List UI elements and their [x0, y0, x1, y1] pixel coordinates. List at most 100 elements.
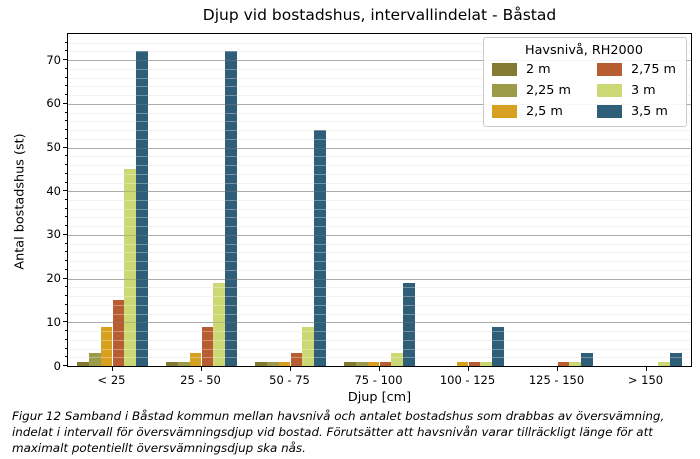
bar-3m-125-150 [569, 361, 582, 366]
y-minor-tick-mark [64, 286, 67, 288]
y-minor-tick-mark [64, 268, 67, 270]
y-minor-tick-mark [64, 120, 67, 122]
gridline-minor-overlay [68, 269, 691, 271]
gridline-minor-overlay [68, 51, 691, 53]
bar-25m-50-75 [278, 361, 291, 366]
y-tick-label: 50 [46, 140, 61, 155]
bar-35m-50-75 [314, 130, 327, 366]
legend-item: 3 m [596, 83, 676, 98]
x-tick-mark [200, 367, 202, 371]
bar-2m-75-100 [343, 361, 356, 366]
legend: Havsnivå, RH2000 2 m 2,25 m 2,5 m 2,75 m 3 m… [482, 37, 687, 127]
bar-25m-25 [100, 326, 113, 366]
bar-2m-50-75 [254, 361, 267, 366]
gridline-minor-overlay [68, 304, 691, 306]
y-tick-mark [63, 146, 67, 148]
gridline-minor [68, 252, 691, 254]
bar-225m-25-50 [177, 361, 190, 366]
bar-225m-75-100 [355, 361, 368, 366]
figure-caption: Figur 12 Samband i Båstad kommun mellan … [12, 409, 665, 455]
bar-2m-25 [76, 361, 89, 366]
gridline-major-overlay [68, 60, 691, 62]
gridline-minor [68, 348, 691, 350]
x-tick-mark [556, 367, 558, 371]
y-minor-tick-mark [64, 303, 67, 305]
bar-3m-75-100 [391, 352, 404, 366]
y-tick-label: 30 [46, 227, 61, 242]
bar-3m-50-75 [302, 326, 315, 366]
legend-item: 2,25 m [491, 83, 571, 98]
bar-25m-25-50 [189, 352, 202, 366]
gridline-minor-overlay [68, 165, 691, 167]
gridline-major-overlay [68, 147, 691, 149]
bar-275m-100-125 [468, 361, 481, 366]
gridline-minor-overlay [68, 217, 691, 219]
gridline-major [68, 322, 691, 324]
y-minor-tick-mark [64, 85, 67, 87]
y-minor-tick-mark [64, 338, 67, 340]
y-minor-tick-mark [64, 295, 67, 297]
gridline-minor-overlay [68, 156, 691, 158]
y-tick-mark [63, 233, 67, 235]
y-tick-mark [63, 365, 67, 366]
gridline-minor [68, 269, 691, 271]
gridline-minor [68, 287, 691, 289]
x-tick-mark [111, 367, 113, 371]
gridline-major [68, 191, 691, 193]
x-tick-mark [378, 367, 380, 371]
gridline-minor [68, 208, 691, 210]
bar-35m-150 [670, 352, 683, 366]
gridline-major-overlay [68, 322, 691, 324]
y-minor-tick-mark [64, 94, 67, 96]
gridline-minor [68, 42, 691, 44]
gridline-minor [68, 331, 691, 333]
x-tick-label: 75 - 100 [354, 373, 403, 387]
bar-35m-25-50 [225, 51, 238, 366]
gridline-minor [68, 138, 691, 140]
legend-item: 2,75 m [596, 62, 676, 77]
gridline-major-overlay [68, 278, 691, 280]
gridline-minor [68, 173, 691, 175]
y-axis-label: Antal bostadshus (st) [12, 133, 28, 270]
bar-25m-100-125 [456, 361, 469, 366]
legend-swatch [491, 84, 517, 97]
gridline-minor [68, 304, 691, 306]
y-tick-mark [63, 321, 67, 323]
bar-35m-100-125 [492, 326, 505, 366]
gridline-major [68, 60, 691, 62]
y-tick-mark [63, 102, 67, 104]
gridline-minor-overlay [68, 287, 691, 289]
gridline-minor-overlay [68, 252, 691, 254]
y-minor-tick-mark [64, 312, 67, 314]
gridline-minor-overlay [68, 182, 691, 184]
plot-area: Havsnivå, RH2000 2 m 2,25 m 2,5 m 2,75 m 3 m… [67, 33, 692, 367]
gridline-major [68, 103, 691, 105]
y-minor-tick-mark [64, 199, 67, 200]
gridline-minor [68, 217, 691, 219]
y-minor-tick-mark [64, 67, 67, 69]
y-minor-tick-mark [64, 216, 67, 218]
y-tick-mark [63, 277, 67, 279]
gridline-minor [68, 86, 691, 88]
x-tick-mark [645, 367, 647, 371]
gridline-minor-overlay [68, 357, 691, 359]
legend-label: 2,75 m [630, 62, 676, 77]
legend-item: 3,5 m [596, 104, 676, 119]
gridlines-front [68, 34, 691, 366]
y-minor-tick-mark [64, 129, 67, 131]
bar-275m-25 [112, 300, 125, 366]
bar-3m-25 [124, 169, 137, 366]
y-minor-tick-mark [64, 164, 67, 166]
gridline-minor-overlay [68, 296, 691, 298]
gridline-minor-overlay [68, 200, 691, 201]
bar-35m-75-100 [403, 283, 416, 366]
gridline-minor [68, 112, 691, 114]
gridline-minor [68, 357, 691, 359]
bar-225m-50-75 [266, 361, 279, 366]
x-tick-label: 125 - 150 [528, 373, 585, 387]
y-tick-label: 60 [46, 96, 61, 111]
bar-2m-25-50 [165, 361, 178, 366]
bar-275m-125-150 [557, 361, 570, 366]
gridline-minor-overlay [68, 121, 691, 123]
